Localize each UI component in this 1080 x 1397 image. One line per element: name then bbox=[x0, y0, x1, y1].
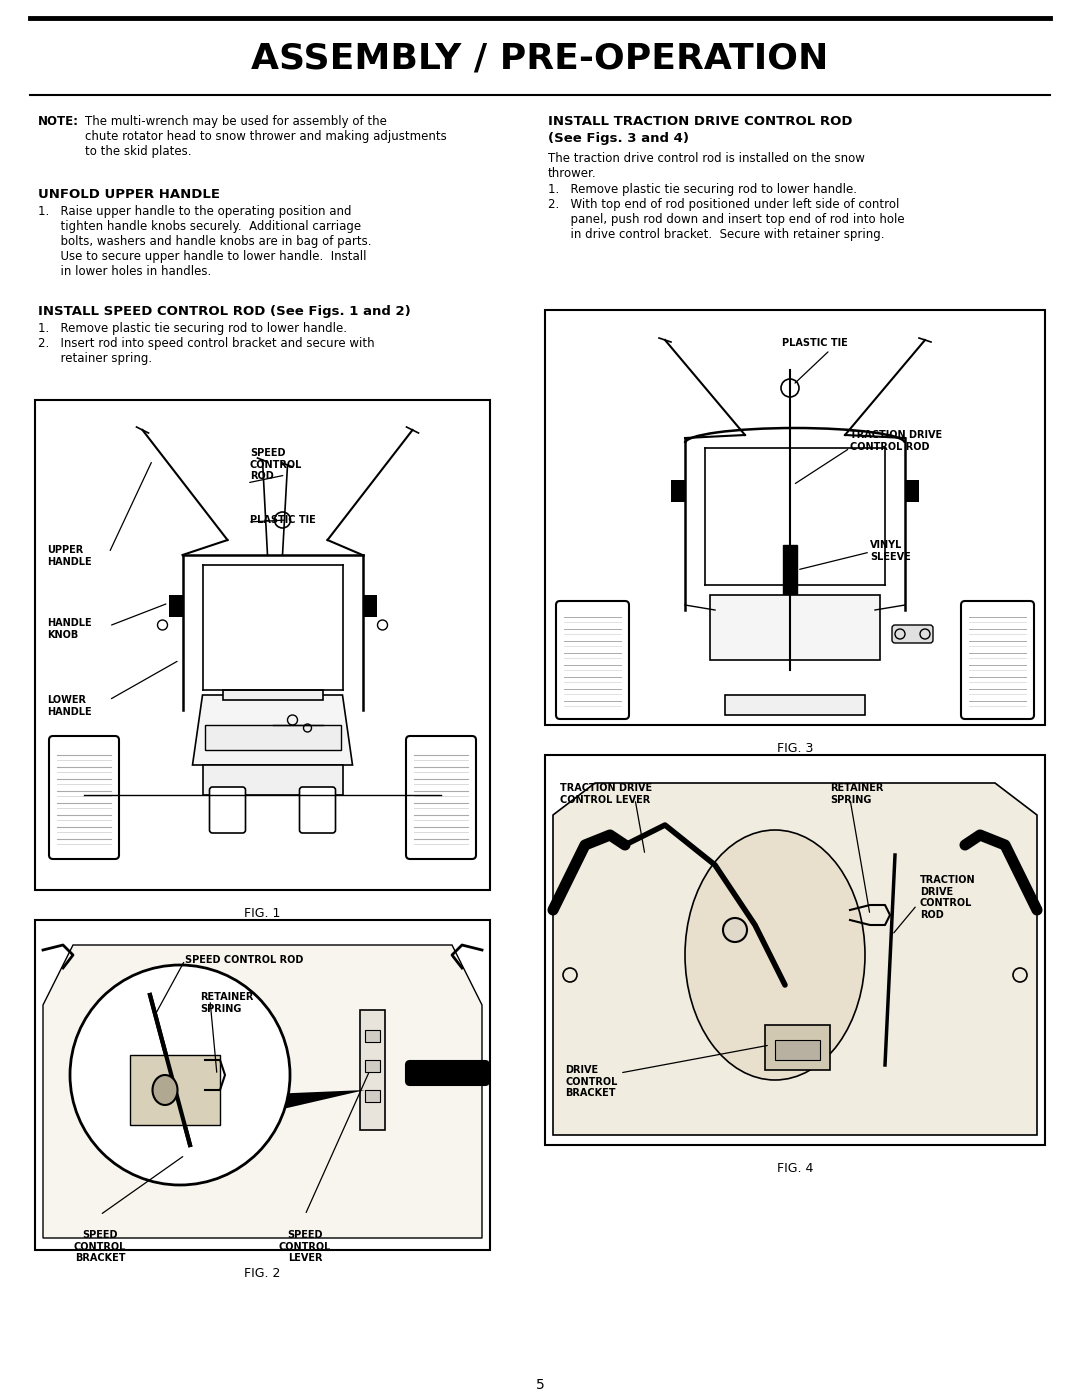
FancyBboxPatch shape bbox=[406, 1060, 489, 1085]
Bar bbox=[545, 310, 1045, 725]
Circle shape bbox=[158, 620, 167, 630]
Text: 1.   Remove plastic tie securing rod to lower handle.
2.   Insert rod into speed: 1. Remove plastic tie securing rod to lo… bbox=[38, 321, 375, 365]
Text: FIG. 1: FIG. 1 bbox=[244, 907, 281, 921]
Bar bbox=[765, 1025, 831, 1070]
Text: FIG. 2: FIG. 2 bbox=[244, 1267, 281, 1280]
Text: UPPER
HANDLE: UPPER HANDLE bbox=[48, 545, 92, 567]
Bar bbox=[204, 725, 340, 750]
Bar bbox=[783, 545, 797, 595]
Text: PLASTIC TIE: PLASTIC TIE bbox=[249, 515, 315, 525]
Text: TRACTION DRIVE
CONTROL ROD: TRACTION DRIVE CONTROL ROD bbox=[850, 430, 942, 451]
Bar bbox=[360, 1010, 384, 1130]
Text: PLASTIC TIE: PLASTIC TIE bbox=[782, 338, 848, 348]
Text: SPEED CONTROL ROD: SPEED CONTROL ROD bbox=[185, 956, 303, 965]
Text: INSTALL TRACTION DRIVE CONTROL ROD: INSTALL TRACTION DRIVE CONTROL ROD bbox=[548, 115, 852, 129]
Text: TRACTION DRIVE
CONTROL LEVER: TRACTION DRIVE CONTROL LEVER bbox=[561, 782, 652, 805]
Bar bbox=[710, 595, 880, 659]
Text: FIG. 4: FIG. 4 bbox=[777, 1162, 813, 1175]
FancyBboxPatch shape bbox=[556, 601, 629, 719]
Polygon shape bbox=[246, 1090, 365, 1115]
Text: 1.   Raise upper handle to the operating position and
      tighten handle knobs: 1. Raise upper handle to the operating p… bbox=[38, 205, 372, 278]
Text: HANDLE
KNOB: HANDLE KNOB bbox=[48, 617, 92, 640]
Ellipse shape bbox=[685, 830, 865, 1080]
Text: SPEED
CONTROL
LEVER: SPEED CONTROL LEVER bbox=[279, 1229, 332, 1263]
Text: FIG. 3: FIG. 3 bbox=[777, 742, 813, 754]
Text: VINYL
SLEEVE: VINYL SLEEVE bbox=[870, 541, 910, 562]
FancyBboxPatch shape bbox=[49, 736, 119, 859]
Circle shape bbox=[723, 918, 747, 942]
Text: LOWER
HANDLE: LOWER HANDLE bbox=[48, 694, 92, 717]
Polygon shape bbox=[192, 694, 352, 766]
Text: The traction drive control rod is installed on the snow
thrower.: The traction drive control rod is instal… bbox=[548, 152, 865, 180]
Text: SPEED
CONTROL
ROD: SPEED CONTROL ROD bbox=[249, 448, 302, 481]
Bar bbox=[35, 400, 490, 890]
Bar bbox=[905, 481, 919, 502]
Bar bbox=[545, 754, 1045, 1146]
Text: NOTE:: NOTE: bbox=[38, 115, 79, 129]
Bar bbox=[365, 1030, 380, 1042]
Text: 5: 5 bbox=[536, 1377, 544, 1391]
Text: RETAINER
SPRING: RETAINER SPRING bbox=[200, 992, 254, 1014]
Text: SPEED
CONTROL
BRACKET: SPEED CONTROL BRACKET bbox=[73, 1229, 126, 1263]
Bar bbox=[775, 1039, 820, 1060]
Text: INSTALL SPEED CONTROL ROD (See Figs. 1 and 2): INSTALL SPEED CONTROL ROD (See Figs. 1 a… bbox=[38, 305, 410, 319]
FancyBboxPatch shape bbox=[406, 736, 476, 859]
Bar bbox=[671, 481, 685, 502]
Text: RETAINER
SPRING: RETAINER SPRING bbox=[831, 782, 883, 805]
Bar bbox=[365, 1060, 380, 1071]
Circle shape bbox=[70, 965, 291, 1185]
Text: 1.   Remove plastic tie securing rod to lower handle.
2.   With top end of rod p: 1. Remove plastic tie securing rod to lo… bbox=[548, 183, 905, 242]
Text: UNFOLD UPPER HANDLE: UNFOLD UPPER HANDLE bbox=[38, 189, 220, 201]
Text: DRIVE
CONTROL
BRACKET: DRIVE CONTROL BRACKET bbox=[565, 1065, 618, 1098]
Polygon shape bbox=[553, 782, 1037, 1134]
Bar bbox=[365, 1090, 380, 1102]
Bar bbox=[222, 690, 323, 700]
Circle shape bbox=[465, 1063, 486, 1083]
Polygon shape bbox=[43, 944, 482, 1238]
Ellipse shape bbox=[152, 1076, 177, 1105]
Circle shape bbox=[378, 620, 388, 630]
Text: ASSEMBLY / PRE-OPERATION: ASSEMBLY / PRE-OPERATION bbox=[252, 41, 828, 75]
FancyBboxPatch shape bbox=[892, 624, 933, 643]
FancyBboxPatch shape bbox=[210, 787, 245, 833]
Bar bbox=[35, 921, 490, 1250]
Text: (See Figs. 3 and 4): (See Figs. 3 and 4) bbox=[548, 131, 689, 145]
Bar bbox=[168, 595, 183, 617]
Text: The multi-wrench may be used for assembly of the
chute rotator head to snow thro: The multi-wrench may be used for assembl… bbox=[85, 115, 447, 158]
Bar bbox=[725, 694, 865, 715]
Bar bbox=[363, 595, 377, 617]
Polygon shape bbox=[130, 1055, 220, 1125]
FancyBboxPatch shape bbox=[961, 601, 1034, 719]
FancyBboxPatch shape bbox=[299, 787, 336, 833]
Bar bbox=[203, 766, 342, 795]
Text: TRACTION
DRIVE
CONTROL
ROD: TRACTION DRIVE CONTROL ROD bbox=[920, 875, 975, 919]
